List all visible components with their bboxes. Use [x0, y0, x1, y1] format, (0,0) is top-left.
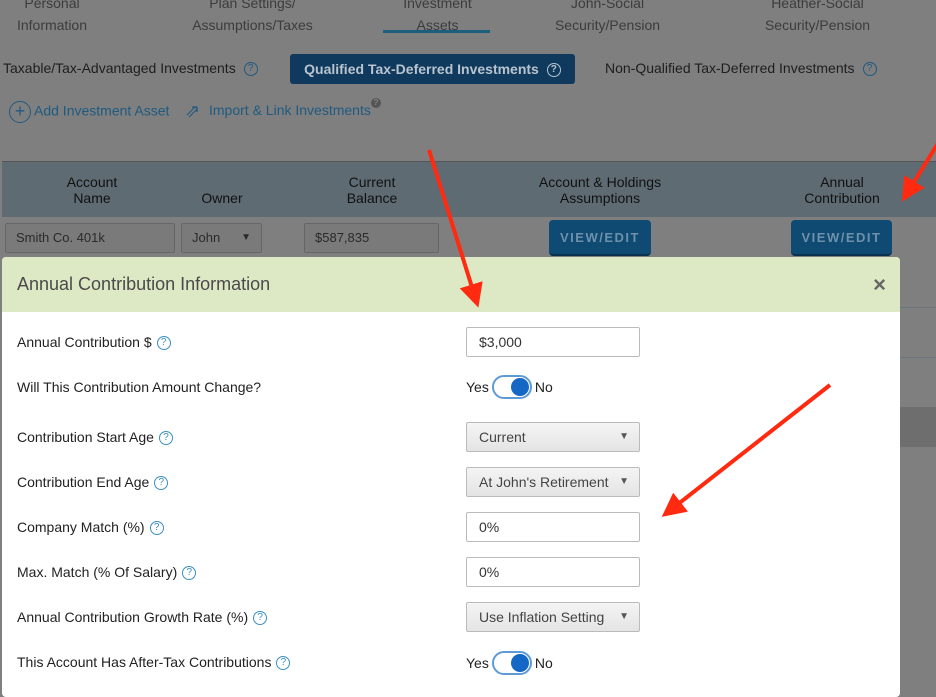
contribution-view-edit-button[interactable]: VIEW/EDIT [791, 220, 892, 256]
dropdown-arrow-icon: ▼ [619, 611, 629, 622]
modal-header: Annual Contribution Information × [2, 257, 900, 312]
arrow-to-view-edit [901, 142, 936, 202]
balance-input[interactable]: $587,835 [304, 223, 439, 253]
contribution-change-label: Will This Contribution Amount Change? [17, 379, 262, 395]
subtab-taxable-label: Taxable/Tax-Advantaged Investments [3, 60, 236, 76]
end-age-select[interactable]: At John's Retirement ▼ [466, 467, 640, 497]
modal-title: Annual Contribution Information [17, 274, 271, 294]
start-age-select[interactable]: Current ▼ [466, 422, 640, 452]
subtab-non-qualified[interactable]: Non-Qualified Tax-Deferred Investments? [605, 60, 877, 77]
add-investment-asset-link[interactable]: + Add Investment Asset [9, 101, 169, 123]
after-tax-label: This Account Has After-Tax Contributions… [17, 654, 291, 671]
toggle-switch[interactable] [491, 651, 532, 675]
help-icon[interactable]: ? [182, 566, 197, 581]
help-icon[interactable]: ? [149, 521, 164, 536]
plus-circle-icon: + [9, 101, 31, 123]
subtab-qualified-label: Qualified Tax-Deferred Investments [304, 61, 539, 77]
annual-contribution-input[interactable]: $3,000 [466, 327, 640, 357]
tab-personal-information[interactable]: Personal Information [16, 0, 88, 33]
after-tax-toggle[interactable]: Yes No [466, 651, 553, 675]
col-holdings-assumptions: Account & Holdings Assumptions [538, 174, 662, 206]
tab-heather-social-security[interactable]: Heather-Social Security/Pension [764, 0, 871, 33]
row-divider [900, 357, 936, 358]
share-icon: ⇗ [185, 101, 201, 121]
help-icon[interactable]: ? [253, 611, 268, 626]
toggle-yes-label: Yes [466, 379, 489, 395]
owner-value: John [192, 230, 221, 245]
owner-select[interactable]: John ▼ [181, 223, 262, 253]
dropdown-arrow-icon: ▼ [619, 476, 629, 487]
toggle-no-label: No [534, 655, 553, 671]
help-icon[interactable]: ? [370, 98, 381, 109]
help-icon[interactable]: ? [243, 62, 258, 77]
company-match-label: Company Match (%)? [17, 519, 164, 536]
tab-plan-settings[interactable]: Plan Settings/ Assumptions/Taxes [192, 0, 313, 33]
annual-contribution-modal: Annual Contribution Information × Annual … [2, 257, 900, 697]
max-match-label: Max. Match (% Of Salary)? [17, 564, 197, 581]
active-tab-indicator [383, 30, 490, 33]
arrow-to-contribution-input [427, 149, 483, 308]
dropdown-arrow-icon: ▼ [619, 431, 629, 442]
subtab-taxable[interactable]: Taxable/Tax-Advantaged Investments? [3, 60, 258, 77]
subtab-qualified[interactable]: Qualified Tax-Deferred Investments? [290, 54, 575, 84]
growth-rate-select[interactable]: Use Inflation Setting ▼ [466, 602, 640, 632]
toggle-no-label: No [534, 379, 553, 395]
help-icon[interactable]: ? [862, 62, 877, 77]
col-account-name: Account Name [66, 174, 118, 206]
tab-investment-assets[interactable]: Investment Assets [403, 0, 472, 33]
import-label: Import & Link Investments [209, 102, 371, 119]
help-icon[interactable]: ? [546, 63, 561, 78]
dropdown-arrow-icon: ▼ [241, 232, 251, 243]
table-header: Account Name Owner Current Balance Accou… [2, 161, 936, 217]
start-age-label: Contribution Start Age? [17, 429, 173, 446]
help-icon[interactable]: ? [158, 431, 173, 446]
growth-rate-label: Annual Contribution Growth Rate (%)? [17, 609, 268, 626]
account-name-input[interactable]: Smith Co. 401k [5, 223, 175, 253]
help-icon[interactable]: ? [156, 336, 171, 351]
col-owner: Owner [201, 190, 243, 206]
arrow-to-company-match [661, 383, 832, 517]
holdings-view-edit-button[interactable]: VIEW/EDIT [549, 220, 651, 256]
table-footer [900, 407, 936, 447]
close-icon[interactable]: × [873, 272, 886, 297]
toggle-switch[interactable] [491, 375, 532, 399]
company-match-input[interactable]: 0% [466, 512, 640, 542]
contribution-change-toggle[interactable]: Yes No [466, 375, 553, 399]
max-match-input[interactable]: 0% [466, 557, 640, 587]
subtab-non-qualified-label: Non-Qualified Tax-Deferred Investments [605, 60, 855, 76]
tab-john-social-security[interactable]: John-Social Security/Pension [554, 0, 661, 33]
col-current-balance: Current Balance [346, 174, 398, 206]
help-icon[interactable]: ? [276, 656, 291, 671]
toggle-yes-label: Yes [466, 655, 489, 671]
annual-contribution-label: Annual Contribution $? [17, 334, 171, 351]
import-link-investments-link[interactable]: ⇗ Import & Link Investments? [185, 98, 381, 122]
help-icon[interactable]: ? [154, 476, 169, 491]
col-annual-contribution: Annual Contribution [804, 174, 880, 206]
row-divider [900, 307, 936, 308]
end-age-label: Contribution End Age? [17, 474, 169, 491]
add-investment-asset-label: Add Investment Asset [34, 102, 170, 119]
